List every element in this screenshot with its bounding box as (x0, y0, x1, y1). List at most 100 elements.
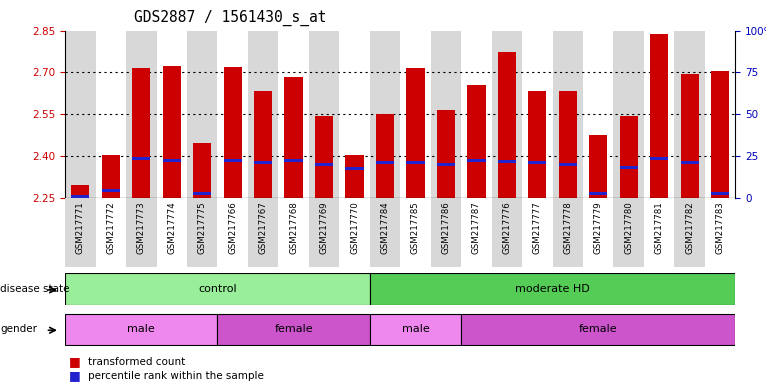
Text: GSM217774: GSM217774 (167, 201, 176, 254)
Text: male: male (401, 324, 429, 334)
Bar (218, 314, 370, 345)
Bar (345, 155, 364, 198)
Bar (529, 161, 546, 164)
Bar (284, 77, 303, 198)
Bar (102, 155, 120, 198)
Bar (680, 161, 699, 164)
Bar (248, 198, 278, 267)
Bar (461, 198, 492, 267)
Bar (437, 110, 455, 198)
Bar (614, 198, 644, 267)
Text: GSM217769: GSM217769 (319, 201, 329, 254)
Bar (498, 51, 516, 198)
Bar (711, 71, 729, 198)
Bar (711, 192, 729, 195)
Bar (376, 161, 394, 164)
Text: disease state: disease state (0, 284, 70, 294)
Bar (558, 91, 577, 198)
Bar (620, 166, 638, 169)
Bar (674, 198, 705, 267)
Bar (583, 198, 614, 267)
Bar (71, 185, 90, 198)
Bar (309, 198, 339, 267)
Text: control: control (198, 284, 237, 294)
Text: GSM217777: GSM217777 (533, 201, 542, 254)
Bar (430, 31, 461, 198)
Bar (376, 114, 394, 198)
Bar (132, 68, 150, 198)
Bar (315, 116, 333, 198)
Text: GSM217766: GSM217766 (228, 201, 237, 254)
Bar (254, 91, 272, 198)
Bar (96, 198, 126, 267)
Bar (187, 31, 218, 198)
Bar (522, 31, 552, 198)
Bar (254, 161, 272, 164)
Text: ■: ■ (69, 369, 80, 382)
Text: GSM217770: GSM217770 (350, 201, 359, 254)
Text: percentile rank within the sample: percentile rank within the sample (88, 371, 264, 381)
Bar (522, 198, 552, 267)
Text: GSM217779: GSM217779 (594, 201, 603, 254)
Bar (614, 31, 644, 198)
Bar (65, 273, 370, 305)
Bar (65, 314, 218, 345)
Bar (370, 31, 401, 198)
Bar (339, 198, 370, 267)
Bar (498, 160, 516, 163)
Bar (102, 189, 120, 192)
Bar (467, 85, 486, 198)
Text: GSM217776: GSM217776 (502, 201, 512, 254)
Bar (65, 31, 96, 198)
Text: GSM217783: GSM217783 (715, 201, 725, 254)
Text: GSM217768: GSM217768 (289, 201, 298, 254)
Bar (156, 198, 187, 267)
Bar (492, 31, 522, 198)
Text: GSM217786: GSM217786 (441, 201, 450, 254)
Bar (558, 163, 577, 166)
Bar (644, 31, 674, 198)
Text: GSM217773: GSM217773 (137, 201, 146, 254)
Text: GSM217785: GSM217785 (411, 201, 420, 254)
Bar (492, 198, 522, 267)
Bar (218, 31, 248, 198)
Bar (315, 163, 333, 166)
Bar (224, 67, 242, 198)
Bar (406, 68, 424, 198)
Text: GSM217780: GSM217780 (624, 201, 633, 254)
Bar (187, 198, 218, 267)
Bar (96, 31, 126, 198)
Bar (339, 31, 370, 198)
Bar (620, 116, 638, 198)
Text: GSM217772: GSM217772 (106, 201, 116, 254)
Bar (674, 31, 705, 198)
Bar (529, 91, 546, 198)
Text: GSM217781: GSM217781 (655, 201, 663, 254)
Bar (437, 163, 455, 166)
Bar (345, 167, 364, 170)
Bar (467, 159, 486, 162)
Bar (461, 314, 735, 345)
Bar (278, 198, 309, 267)
Text: transformed count: transformed count (88, 357, 185, 367)
Text: GSM217782: GSM217782 (685, 201, 694, 254)
Bar (552, 31, 583, 198)
Bar (71, 195, 90, 198)
Bar (370, 314, 461, 345)
Bar (650, 33, 668, 198)
Bar (224, 159, 242, 162)
Bar (406, 161, 424, 164)
Bar (644, 198, 674, 267)
Bar (309, 31, 339, 198)
Text: GSM217778: GSM217778 (563, 201, 572, 254)
Bar (583, 31, 614, 198)
Bar (370, 273, 735, 305)
Bar (132, 157, 150, 160)
Text: GSM217767: GSM217767 (259, 201, 267, 254)
Bar (193, 144, 211, 198)
Text: moderate HD: moderate HD (516, 284, 590, 294)
Text: female: female (274, 324, 313, 334)
Text: ■: ■ (69, 355, 80, 368)
Bar (552, 198, 583, 267)
Bar (126, 31, 156, 198)
